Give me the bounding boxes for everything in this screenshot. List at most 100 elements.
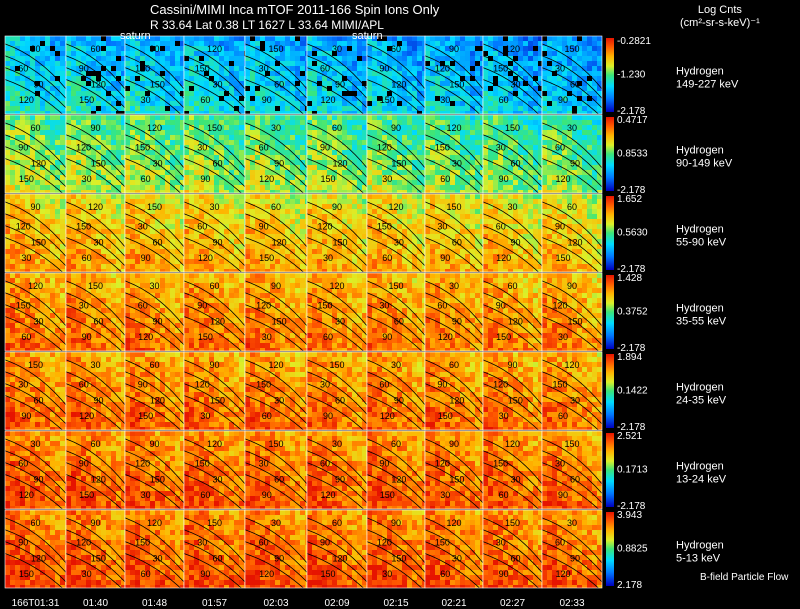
contour-label: 120 [508, 316, 523, 326]
contour-label: 30 [499, 411, 509, 421]
contour-label: 150 [552, 380, 567, 390]
contour-label: 150 [567, 316, 582, 326]
contour-label: 120 [320, 490, 335, 500]
contour-label: 150 [380, 95, 395, 105]
contour-label: 30 [382, 174, 392, 184]
contour-label: 60 [391, 44, 401, 54]
colorbar-min-label: 2.178 [617, 580, 642, 591]
contour-label: 30 [496, 143, 506, 153]
contour-label: 120 [195, 380, 210, 390]
heatmap-row: 1503060903060901206090120150901201503012… [4, 351, 603, 434]
contour-label: 30 [567, 123, 577, 133]
contour-label: 60 [379, 380, 389, 390]
contour-label: 90 [335, 474, 345, 484]
contour-label: 150 [438, 411, 453, 421]
contour-label: 90 [440, 253, 450, 263]
contour-label: 120 [76, 538, 91, 548]
colorbar-min-label: -2.178 [617, 264, 646, 275]
contour-label: 30 [274, 395, 284, 405]
contour-label: 90 [274, 553, 284, 563]
contour-label: 30 [152, 158, 162, 168]
contour-label: 30 [259, 64, 269, 74]
contour-label: 30 [510, 474, 520, 484]
contour-label: 30 [141, 95, 151, 105]
contour-label: 30 [496, 538, 506, 548]
contour-label: 30 [213, 474, 223, 484]
contour-label: 30 [34, 316, 44, 326]
contour-label: 90 [382, 332, 392, 342]
contour-label: 90 [141, 253, 151, 263]
bfield-legend-note: B-field Particle Flow [700, 572, 789, 583]
contour-label: 150 [380, 490, 395, 500]
contour-label: 90 [499, 174, 509, 184]
contour-label: 60 [149, 360, 159, 370]
contour-label: 90 [152, 316, 162, 326]
contour-label: 30 [138, 222, 148, 232]
contour-label: 90 [379, 64, 389, 74]
colorbar-mid-label: 0.8825 [617, 544, 648, 555]
contour-label: 30 [262, 332, 272, 342]
colorbar [606, 512, 614, 586]
contour-label: 30 [382, 569, 392, 579]
contour-label: 90 [394, 395, 404, 405]
contour-label: 150 [391, 553, 406, 563]
contour-label: 60 [499, 95, 509, 105]
contour-label: 90 [449, 44, 459, 54]
contour-label: 150 [79, 95, 94, 105]
contour-label: 120 [446, 518, 461, 528]
colorbar-min-label: -2.178 [617, 106, 646, 117]
contour-label: 120 [198, 253, 213, 263]
contour-label: 120 [435, 459, 450, 469]
contour-label: 120 [31, 553, 46, 563]
contour-label: 150 [564, 44, 579, 54]
contour-label: 60 [141, 569, 151, 579]
contour-label: 60 [558, 411, 568, 421]
contour-label: 150 [329, 360, 344, 370]
contour-label: 30 [18, 380, 28, 390]
time-tick-label: 02:21 [441, 598, 466, 609]
contour-label: 120 [391, 79, 406, 89]
contour-label: 150 [268, 439, 283, 449]
contour-label: 30 [567, 518, 577, 528]
contour-label: 60 [496, 222, 506, 232]
contour-label: 90 [149, 439, 159, 449]
colorbar-min-label: -2.178 [617, 185, 646, 196]
colorbar [606, 196, 614, 270]
contour-label: 90 [79, 64, 89, 74]
contour-label: 150 [91, 158, 106, 168]
contour-label: 90 [18, 538, 28, 548]
contour-label: 60 [382, 253, 392, 263]
contour-label: 30 [507, 202, 517, 212]
contour-label: 60 [507, 281, 517, 291]
contour-label: 150 [135, 143, 150, 153]
contour-label: 90 [34, 474, 44, 484]
contour-label: 60 [259, 143, 269, 153]
contour-label: 60 [570, 474, 580, 484]
contour-label: 150 [317, 301, 332, 311]
contour-label: 90 [209, 360, 219, 370]
contour-label: 90 [507, 360, 517, 370]
species-label: Hydrogen [676, 224, 724, 236]
contour-label: 90 [259, 222, 269, 232]
contour-label: 120 [16, 222, 31, 232]
contour-label: 90 [262, 95, 272, 105]
time-tick-label: 02:09 [324, 598, 349, 609]
contour-label: 30 [558, 332, 568, 342]
colorbar [606, 38, 614, 112]
contour-label: 120 [19, 95, 34, 105]
contour-label: 60 [18, 459, 28, 469]
contour-label: 150 [28, 360, 43, 370]
